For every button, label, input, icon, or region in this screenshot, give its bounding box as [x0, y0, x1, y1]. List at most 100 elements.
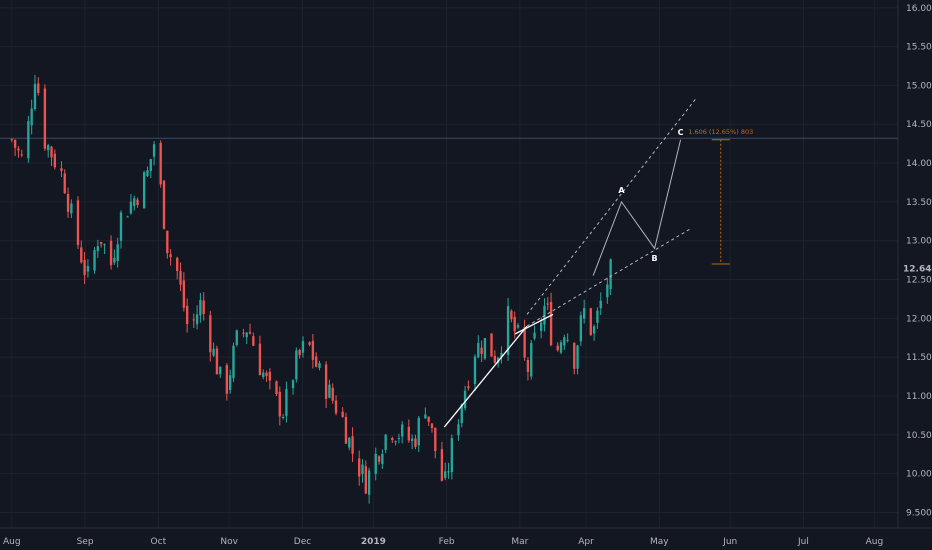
candle-body — [63, 173, 66, 194]
candle-body — [76, 200, 80, 245]
y-tick-label: 12.500 — [906, 276, 932, 286]
candle-body — [318, 363, 321, 369]
candle-body — [467, 386, 470, 389]
candle-body — [315, 356, 318, 367]
candle-body — [381, 454, 384, 464]
candle-body — [291, 380, 295, 389]
candle-body — [460, 404, 463, 424]
candle-body — [407, 426, 411, 441]
x-tick-label: Mar — [511, 537, 528, 547]
candle-body — [116, 244, 119, 262]
trend-line[interactable] — [443, 325, 528, 428]
candle-body — [444, 471, 447, 478]
candle-body — [225, 365, 229, 394]
candle-body — [463, 390, 467, 409]
candle-body — [328, 384, 331, 398]
y-tick-label: 10.500 — [906, 431, 932, 441]
candle-body — [27, 121, 30, 159]
candle-body — [344, 417, 348, 444]
candle-body — [258, 343, 262, 376]
measure-label: 1.606 (12.65%) 803 — [688, 128, 753, 136]
annotations-group[interactable]: A B C 1.606 (12.65%) 803 — [443, 96, 753, 428]
candle-body — [295, 350, 298, 380]
candle-body — [265, 372, 268, 377]
candle-body — [202, 300, 205, 314]
x-tick-label: Sep — [77, 537, 94, 547]
candle-body — [324, 364, 328, 399]
candle-body — [232, 345, 235, 379]
candle-body — [490, 333, 493, 357]
candle-body — [195, 314, 199, 325]
candle-body — [20, 154, 23, 156]
candle-body — [377, 456, 381, 462]
candle-body — [133, 198, 136, 206]
candle-body — [248, 332, 252, 334]
candle-body — [417, 417, 420, 446]
abc-wave-path[interactable] — [592, 139, 682, 276]
candle-body — [364, 466, 367, 494]
candle-body — [401, 424, 404, 437]
candle-body — [301, 341, 305, 353]
candle-body — [209, 315, 212, 353]
candle-body — [179, 271, 182, 285]
candle-body — [457, 424, 460, 436]
candle-body — [119, 212, 123, 241]
candle-body — [149, 158, 152, 172]
candle-body — [242, 332, 245, 334]
candle-body — [576, 345, 579, 369]
candle-body — [136, 199, 139, 206]
candles-group — [10, 75, 612, 504]
x-tick-label: May — [650, 537, 669, 547]
candle-body — [60, 168, 63, 171]
candle-body — [298, 349, 301, 356]
last-price-tag: 12.644 — [900, 261, 932, 276]
last-price-box — [900, 261, 932, 276]
candle-body — [394, 441, 397, 443]
y-tick-label: 9.500 — [906, 508, 932, 518]
candle-body — [493, 355, 497, 363]
candle-body — [410, 438, 414, 442]
candle-body — [384, 434, 387, 450]
candle-body — [341, 411, 344, 417]
candle-body — [228, 375, 232, 390]
candle-body — [268, 371, 272, 381]
candle-body — [579, 315, 583, 342]
y-tick-label: 11.500 — [906, 353, 932, 363]
wave-label-b: B — [652, 254, 658, 263]
candle-body — [308, 342, 311, 345]
candle-body — [447, 471, 450, 473]
candle-body — [142, 172, 146, 209]
x-tick-label: 2019 — [361, 537, 386, 547]
last-price-label: 12.644 — [903, 264, 932, 274]
candle-body — [592, 326, 596, 334]
candle-body — [506, 306, 510, 355]
candle-body — [30, 108, 33, 126]
channel-upper-line[interactable] — [526, 96, 698, 315]
candle-body — [66, 193, 70, 212]
candle-body — [582, 308, 586, 319]
candle-body — [523, 327, 526, 358]
candle-body — [427, 416, 430, 422]
candle-body — [351, 436, 354, 454]
candle-body — [159, 142, 162, 185]
candle-body — [483, 338, 487, 359]
y-tick-label: 14.000 — [906, 159, 932, 169]
x-axis[interactable]: Aug Sep Oct Nov Dec 2019 Feb Mar Apr May Jun Jul Aug — [3, 537, 883, 547]
candle-body — [17, 148, 20, 151]
y-axis[interactable]: 9.500 10.000 10.500 11.000 11.500 12.000 12.50… — [906, 4, 932, 519]
candle-body — [166, 230, 169, 254]
channel-lower-line[interactable] — [526, 228, 691, 327]
candle-body — [93, 250, 96, 271]
x-tick-label: Jun — [722, 537, 737, 547]
candle-body — [13, 139, 17, 148]
trend-line-2[interactable] — [514, 313, 554, 335]
candle-body — [516, 325, 520, 328]
candle-body — [556, 345, 559, 351]
candle-body — [152, 144, 156, 157]
candle-body — [219, 366, 222, 375]
candle-body — [609, 259, 612, 290]
candle-body — [358, 458, 361, 477]
candle-body — [596, 310, 599, 323]
candle-body — [361, 464, 364, 475]
